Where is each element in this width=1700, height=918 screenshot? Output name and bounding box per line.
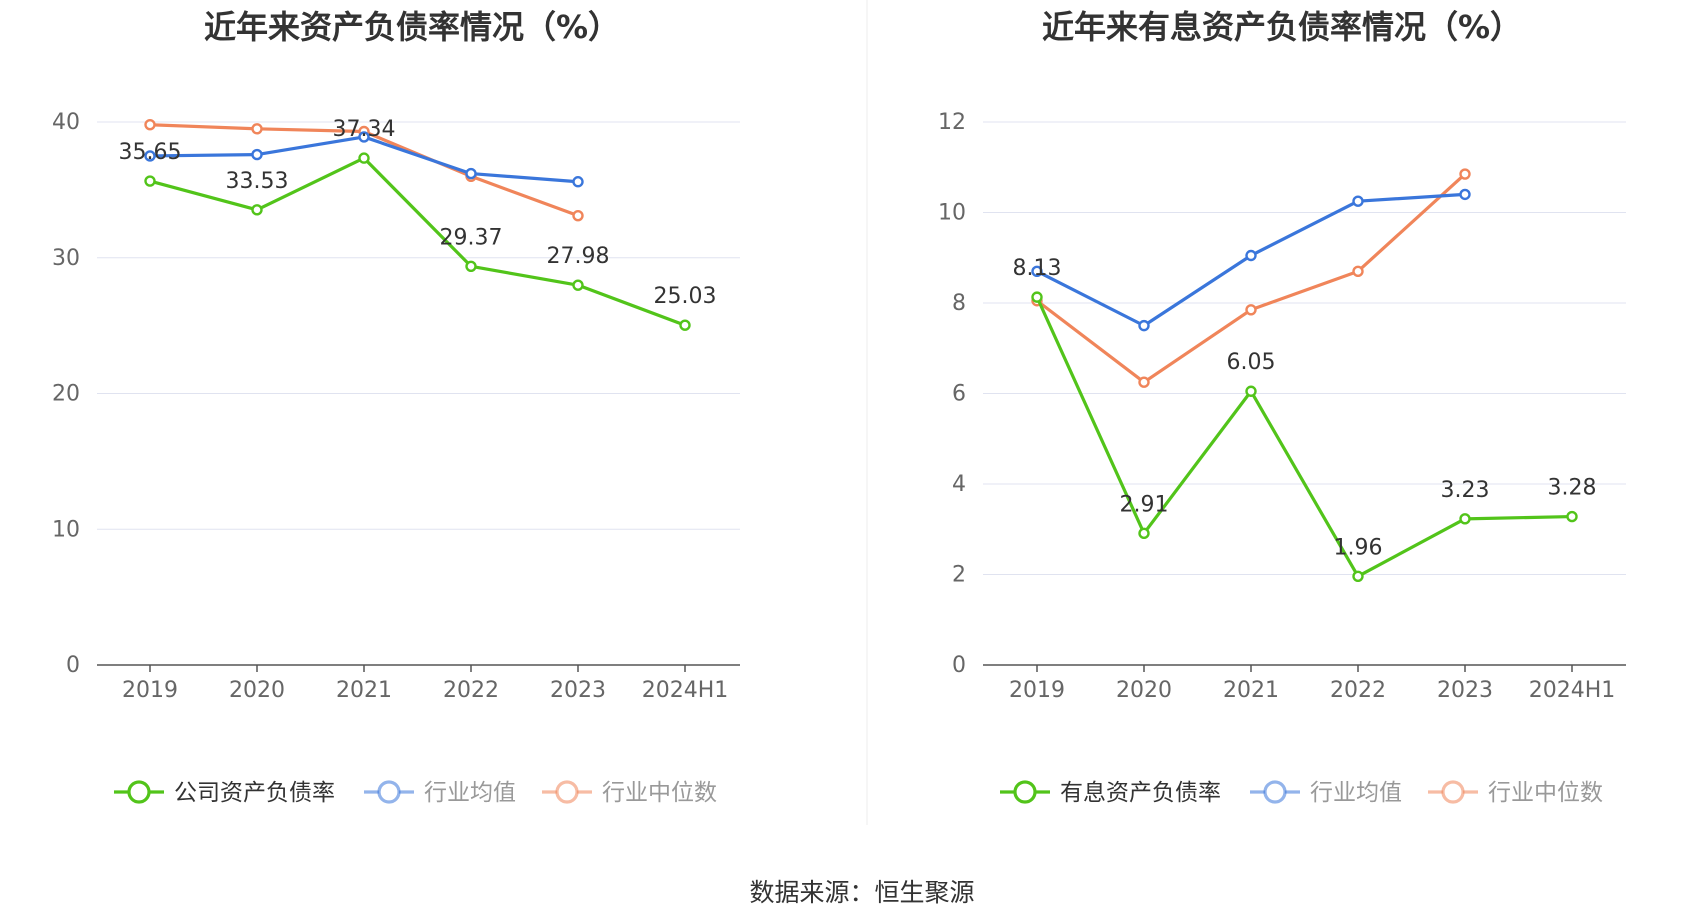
data-source-note: 数据来源：恒生聚源 xyxy=(749,878,974,907)
legend-label: 行业均值 xyxy=(424,780,516,806)
interest-debt-ratio-chart: 近年来有息资产负债率情况（%） 0 2 4 6 8 10 12 2019 2020 2021 2022… xyxy=(938,8,1626,806)
legend-marker xyxy=(377,780,401,804)
series-line-0 xyxy=(1035,296,1573,578)
x-tick-label: 2019 xyxy=(122,678,178,703)
legend-label: 行业中位数 xyxy=(1488,780,1603,806)
data-point xyxy=(358,152,370,164)
x-tick-label: 2021 xyxy=(1223,678,1279,703)
data-point xyxy=(1459,168,1471,180)
x-tick-label: 2023 xyxy=(550,678,606,703)
legend-marker xyxy=(1263,780,1287,804)
debt-ratio-chart: 近年来资产负债率情况（%） 0 10 20 30 40 2019 2020 2021 2022 20… xyxy=(52,8,740,806)
legend-label: 有息资产负债率 xyxy=(1060,780,1221,806)
data-label: 8.13 xyxy=(1013,256,1062,281)
x-tick-label: 2020 xyxy=(1116,678,1172,703)
data-point xyxy=(358,131,370,143)
legend-marker xyxy=(1013,780,1037,804)
data-point xyxy=(144,175,156,187)
x-tick-label: 2024H1 xyxy=(642,678,729,703)
legend-item-2: 行业中位数 xyxy=(542,780,717,806)
data-point xyxy=(251,148,263,161)
x-tick-label: 2022 xyxy=(1330,678,1386,703)
data-point xyxy=(1245,385,1257,397)
legend-label: 公司资产负债率 xyxy=(174,780,335,806)
legend-item-1: 行业均值 xyxy=(364,780,516,806)
legend-item-0: 有息资产负债率 xyxy=(1000,780,1221,806)
x-tick-label: 2020 xyxy=(229,678,285,703)
data-label: 6.05 xyxy=(1227,350,1276,375)
x-tick-label: 2023 xyxy=(1437,678,1493,703)
data-point xyxy=(1352,265,1364,278)
y-tick-label: 0 xyxy=(952,653,966,678)
data-point xyxy=(465,167,477,180)
y-tick-label: 6 xyxy=(952,382,966,407)
y-tick-label: 10 xyxy=(52,517,80,542)
data-point xyxy=(1031,265,1043,278)
data-point xyxy=(144,119,156,131)
data-point xyxy=(1459,188,1471,201)
data-point xyxy=(572,279,584,291)
data-label: 25.03 xyxy=(654,284,717,309)
data-point xyxy=(679,319,691,331)
legend-marker xyxy=(1441,780,1465,804)
legend-label: 行业均值 xyxy=(1310,780,1402,806)
data-point xyxy=(465,260,477,273)
data-label: 27.98 xyxy=(547,244,610,269)
data-point xyxy=(1138,527,1150,540)
y-tick-label: 0 xyxy=(66,653,80,678)
data-point xyxy=(1566,510,1578,523)
legend-marker xyxy=(127,780,151,804)
data-point xyxy=(1245,249,1257,262)
data-label: 3.28 xyxy=(1548,476,1597,501)
data-point xyxy=(1031,291,1043,303)
data-label: 29.37 xyxy=(440,225,503,250)
x-tick-label: 2024H1 xyxy=(1529,678,1616,703)
y-tick-label: 4 xyxy=(952,472,966,497)
x-tick-label: 2021 xyxy=(336,678,392,703)
data-point xyxy=(1352,570,1364,583)
data-point xyxy=(1459,513,1471,525)
data-label: 35.65 xyxy=(119,140,182,165)
y-tick-label: 10 xyxy=(938,201,966,226)
data-point xyxy=(1245,304,1257,316)
data-label: 37.34 xyxy=(333,117,396,142)
data-point xyxy=(1138,319,1150,332)
data-label: 1.96 xyxy=(1334,535,1383,560)
data-label: 3.23 xyxy=(1441,478,1490,503)
chart-title: 近年来有息资产负债率情况（%） xyxy=(1042,8,1522,46)
legend-label: 行业中位数 xyxy=(602,780,717,806)
data-point xyxy=(572,209,584,222)
x-tick-label: 2019 xyxy=(1009,678,1065,703)
y-tick-label: 12 xyxy=(938,110,966,135)
y-tick-label: 20 xyxy=(52,382,80,407)
legend-marker xyxy=(555,780,579,804)
chart-title: 近年来资产负债率情况（%） xyxy=(204,8,620,46)
series-line-0 xyxy=(149,156,686,327)
data-label: 2.91 xyxy=(1120,492,1169,517)
data-label: 33.53 xyxy=(226,169,289,194)
data-point xyxy=(251,123,263,135)
x-tick-label: 2022 xyxy=(443,678,499,703)
data-point xyxy=(1138,376,1150,388)
data-point xyxy=(572,176,584,188)
data-point xyxy=(251,204,263,216)
data-point xyxy=(144,150,156,162)
data-point xyxy=(1352,195,1364,207)
y-tick-label: 30 xyxy=(52,246,80,271)
y-tick-label: 2 xyxy=(952,563,966,588)
y-tick-label: 40 xyxy=(52,110,80,135)
legend-item-2: 行业中位数 xyxy=(1428,780,1603,806)
legend-item-1: 行业均值 xyxy=(1250,780,1402,806)
legend-item-0: 公司资产负债率 xyxy=(114,780,335,806)
y-tick-label: 8 xyxy=(952,291,966,316)
